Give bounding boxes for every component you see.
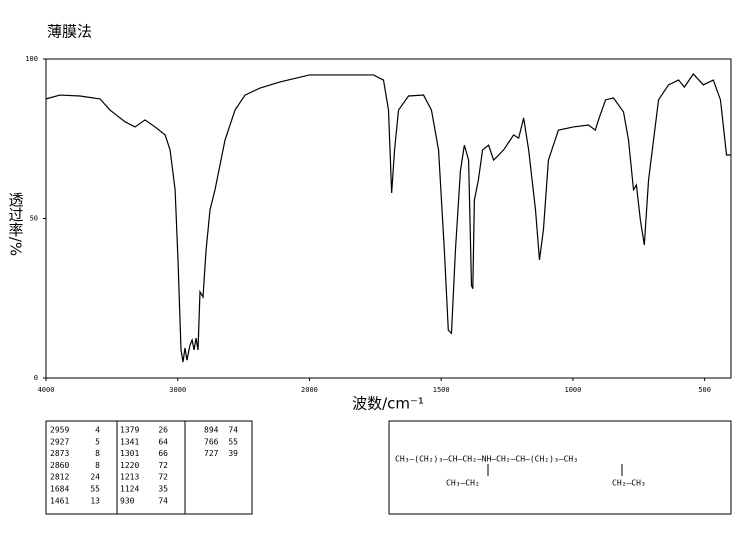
peak-wavenumber: 894 — [204, 426, 219, 435]
peak-transmittance: 74 — [228, 426, 238, 435]
peak-wavenumber: 1341 — [120, 437, 139, 446]
x-tick-label: 500 — [698, 386, 711, 394]
structure-main: CH₃—(CH₂)₃—CH—CH₂—NH—CH₂—CH—(CH₂)₃—CH₃ — [395, 455, 578, 464]
peak-wavenumber: 766 — [204, 437, 219, 446]
peak-transmittance: 24 — [90, 473, 100, 482]
peak-wavenumber: 1124 — [120, 485, 139, 494]
peak-wavenumber: 727 — [204, 449, 219, 458]
y-axis-label: 透过率/% — [7, 192, 25, 256]
peak-transmittance: 55 — [90, 485, 100, 494]
peak-table-frame — [45, 420, 253, 515]
x-tick-label: 2000 — [301, 386, 318, 394]
peak-wavenumber: 1461 — [50, 496, 69, 505]
peak-wavenumber: 1684 — [50, 485, 69, 494]
peak-transmittance: 72 — [158, 473, 168, 482]
x-tick-label: 1500 — [433, 386, 450, 394]
peak-wavenumber: 2959 — [50, 426, 69, 435]
y-tick-label: 50 — [30, 215, 38, 223]
peak-transmittance: 13 — [90, 496, 100, 505]
peak-transmittance: 74 — [158, 496, 168, 505]
peak-transmittance: 64 — [158, 437, 168, 446]
peak-wavenumber: 2812 — [50, 473, 69, 482]
y-tick-label: 0 — [34, 374, 38, 382]
structure-branch: CH₂—CH₃ — [612, 479, 646, 488]
structure-branch: CH₃—CH₂ — [446, 479, 480, 488]
chart-title: 薄膜法 — [47, 23, 92, 41]
peak-wavenumber: 1301 — [120, 449, 139, 458]
peak-wavenumber: 930 — [120, 496, 135, 505]
x-tick-label: 1000 — [564, 386, 581, 394]
peak-transmittance: 8 — [95, 449, 100, 458]
peak-wavenumber: 1220 — [120, 461, 139, 470]
peak-transmittance: 66 — [158, 449, 168, 458]
y-tick-label: 100 — [25, 55, 38, 63]
peak-transmittance: 72 — [158, 461, 168, 470]
structure-frame — [388, 420, 732, 515]
peak-wavenumber: 2860 — [50, 461, 69, 470]
peak-transmittance: 55 — [228, 437, 238, 446]
peak-transmittance: 35 — [158, 485, 168, 494]
peak-wavenumber: 2873 — [50, 449, 69, 458]
x-axis-label: 波数/cm⁻¹ — [352, 395, 424, 413]
peak-wavenumber: 1379 — [120, 426, 139, 435]
peak-transmittance: 39 — [228, 449, 238, 458]
peak-transmittance: 5 — [95, 437, 100, 446]
x-tick-label: 4000 — [38, 386, 55, 394]
spectrum-line — [45, 73, 731, 363]
peak-transmittance: 26 — [158, 426, 168, 435]
peak-transmittance: 4 — [95, 426, 100, 435]
peak-wavenumber: 1213 — [120, 473, 139, 482]
peak-wavenumber: 2927 — [50, 437, 69, 446]
peak-transmittance: 8 — [95, 461, 100, 470]
x-tick-label: 3000 — [169, 386, 186, 394]
